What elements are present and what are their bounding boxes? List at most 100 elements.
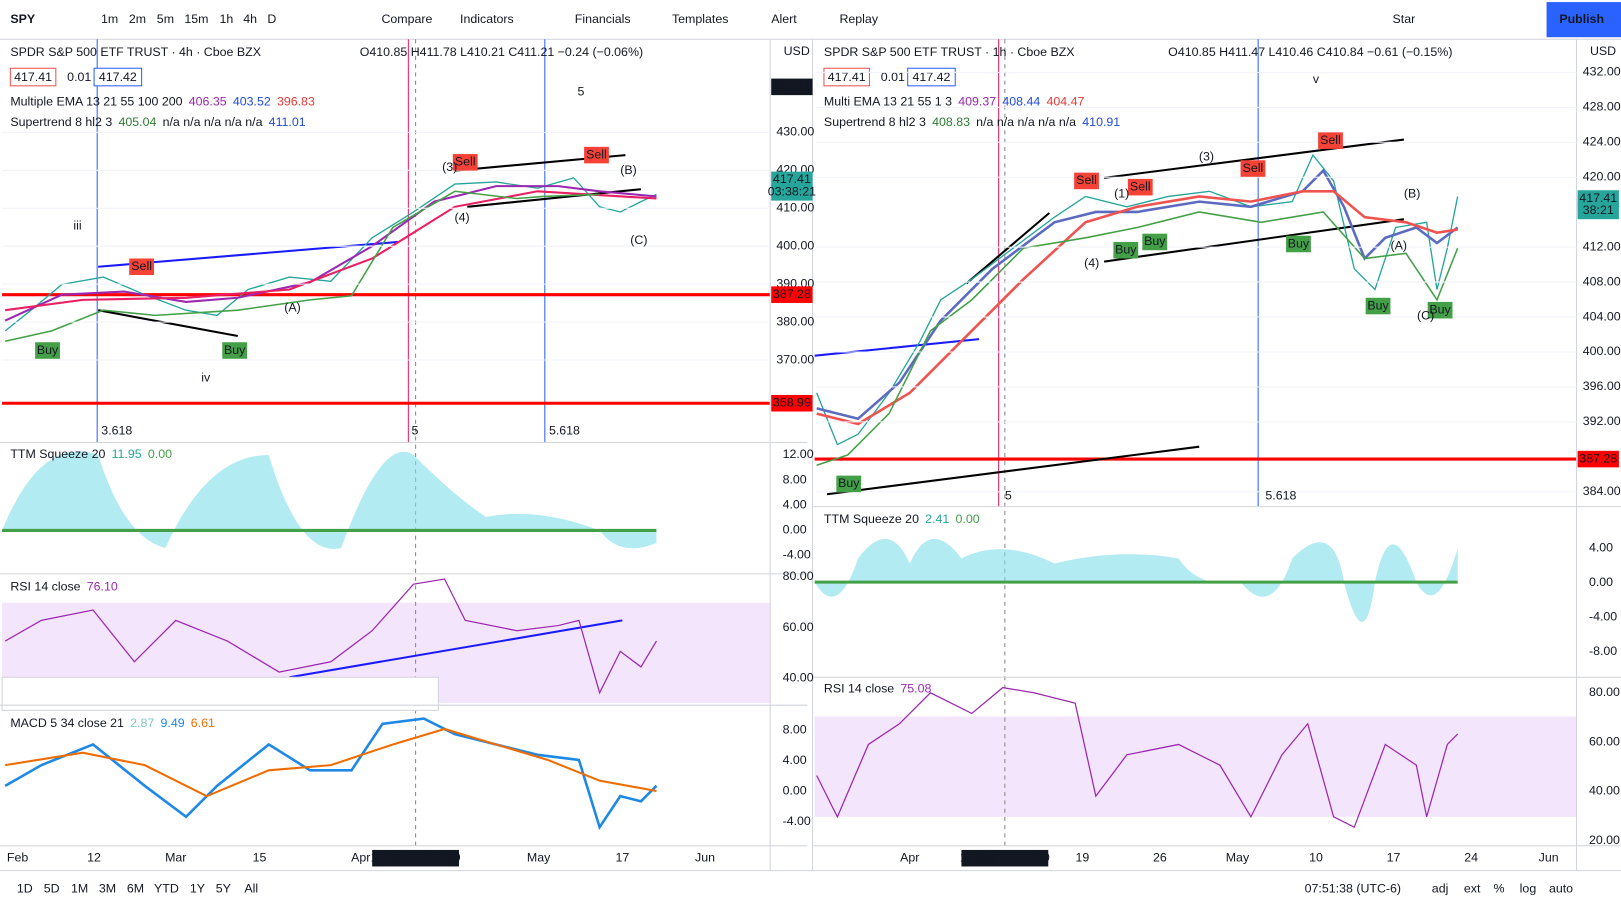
- price-badge: 417.41: [773, 172, 811, 186]
- wave-label: (B): [620, 163, 637, 177]
- financials-button[interactable]: Financials: [575, 12, 631, 26]
- rsi-tick-label: 40.00: [783, 671, 814, 685]
- signal-bg: [1240, 160, 1266, 177]
- signal-bg: [1286, 235, 1311, 253]
- clock: 07:51:38 (UTC-6): [1305, 881, 1401, 895]
- interval[interactable]: D: [267, 12, 276, 26]
- ttm-legend-part: TTM Squeeze 20: [10, 447, 105, 461]
- ema-legend-part: 396.83: [277, 95, 315, 109]
- chart-title[interactable]: SPDR S&P 500 ETF TRUST · 1h · Cboe BZX: [824, 45, 1075, 59]
- rsi-line: [816, 686, 1459, 829]
- range-button[interactable]: 1M: [71, 881, 88, 895]
- interval[interactable]: 1h: [220, 12, 234, 26]
- range-button[interactable]: 5Y: [216, 881, 231, 895]
- symbol[interactable]: SPY: [10, 12, 36, 26]
- ttm-tick-label: 4.00: [1589, 540, 1613, 554]
- range-button[interactable]: 5D: [44, 881, 60, 895]
- left-decor: [1, 39, 771, 846]
- ema-line: [5, 190, 657, 312]
- price-tick-label: 432.00: [1583, 65, 1621, 79]
- signal: Buy: [37, 343, 59, 357]
- trend-line: [1103, 138, 1405, 179]
- range-button[interactable]: 6M: [127, 881, 144, 895]
- signal-bg: [1142, 233, 1168, 251]
- alert-button[interactable]: Alert: [771, 12, 797, 26]
- price-tick-label: 428.00: [1583, 100, 1621, 114]
- time-tick-label: 17: [615, 850, 629, 864]
- price-badge-bg: [771, 184, 813, 201]
- rsi-legend: RSI 14 close 76.10: [10, 580, 118, 594]
- layout_name-button[interactable]: Star: [1393, 12, 1416, 26]
- time-tick-label: 17: [1387, 850, 1401, 864]
- interval[interactable]: 2m: [129, 12, 146, 26]
- indicators-button[interactable]: Indicators: [460, 12, 514, 26]
- scale-option[interactable]: auto: [1549, 881, 1573, 895]
- signal-bg: [584, 146, 609, 164]
- wave-label: (4): [1084, 256, 1099, 270]
- publish-button[interactable]: Publish: [1559, 12, 1604, 26]
- compare-button[interactable]: Compare: [381, 12, 432, 26]
- ttm-tick-label: -4.00: [1589, 610, 1617, 624]
- bid: 417.41: [828, 70, 866, 84]
- scale-option[interactable]: adj: [1432, 881, 1449, 895]
- supertrend-legend-part: 411.01: [269, 115, 306, 129]
- signal: Sell: [586, 147, 607, 161]
- price-badge: 387.28: [1579, 451, 1617, 465]
- replay-button[interactable]: Replay: [839, 12, 878, 26]
- ttm-tick-label: 12.00: [783, 447, 814, 461]
- wave-label: (3): [442, 160, 457, 174]
- interval[interactable]: 5m: [157, 12, 174, 26]
- range-button[interactable]: YTD: [154, 881, 179, 895]
- fib-label: 5.618: [549, 423, 580, 437]
- scale-option[interactable]: log: [1520, 881, 1537, 895]
- chart-title[interactable]: SPDR S&P 500 ETF TRUST · 4h · Cboe BZX: [10, 45, 261, 59]
- ttm-tick-label: 4.00: [783, 497, 807, 511]
- ttm-legend-part: 0.00: [148, 447, 172, 461]
- ttm-tick-label: 0.00: [1589, 575, 1613, 589]
- interval[interactable]: 15m: [184, 12, 208, 26]
- time-tick-label: 15: [253, 850, 267, 864]
- supertrend-legend-part: Supertrend 8 hl2 3: [824, 115, 926, 129]
- scale-option[interactable]: %: [1493, 881, 1504, 895]
- signal-bg: [1127, 178, 1153, 196]
- ttm-legend: TTM Squeeze 20 2.41 0.00: [824, 512, 980, 526]
- trend-line: [814, 338, 980, 357]
- signal-bg: [452, 154, 478, 171]
- bid-box: [9, 67, 57, 87]
- scale-option[interactable]: ext: [1464, 881, 1481, 895]
- time-tick-label: 19: [1075, 850, 1089, 864]
- rsi-tick-label: 60.00: [783, 620, 814, 634]
- signal: Buy: [1288, 236, 1310, 250]
- macd-line: [4, 717, 658, 831]
- range-button[interactable]: 1D: [17, 881, 33, 895]
- fib-label: 3.618: [101, 423, 132, 437]
- signal: Buy: [1144, 234, 1166, 248]
- publish-button-bg[interactable]: [1546, 2, 1621, 38]
- range-button[interactable]: 3M: [99, 881, 116, 895]
- ask: 417.42: [913, 70, 951, 84]
- signal-line: [5, 727, 657, 798]
- templates-button[interactable]: Templates: [672, 12, 728, 26]
- ema-legend-part: 404.47: [1046, 95, 1084, 109]
- price-badge: 38:21: [1583, 203, 1614, 217]
- crosshair-time: 12 Apr '21 07:30: [371, 850, 461, 864]
- ttm-legend-part: 11.95: [112, 447, 142, 461]
- price-badge: 03:38:21: [768, 185, 816, 199]
- interval[interactable]: 1m: [101, 12, 118, 26]
- ema-legend: Multiple EMA 13 21 55 100 200 406.35 403.5…: [10, 95, 315, 109]
- supertrend-legend-part: Supertrend 8 hl2 3: [10, 115, 112, 129]
- time-tick-label: Feb: [7, 850, 28, 864]
- signal: Sell: [455, 155, 476, 169]
- time-tick-label: 24: [1464, 850, 1478, 864]
- wave-label: v: [1313, 72, 1320, 86]
- macd-tick-label: 4.00: [783, 753, 807, 767]
- range-button[interactable]: All: [244, 881, 258, 895]
- ttm-tick-label: -8.00: [1589, 644, 1617, 658]
- range-button[interactable]: 1Y: [190, 881, 205, 895]
- trend-line: [965, 212, 1050, 285]
- ema-legend-part: 408.44: [1002, 95, 1040, 109]
- signal: Sell: [1076, 173, 1097, 187]
- signal-bg: [222, 342, 248, 359]
- interval[interactable]: 4h: [243, 12, 257, 26]
